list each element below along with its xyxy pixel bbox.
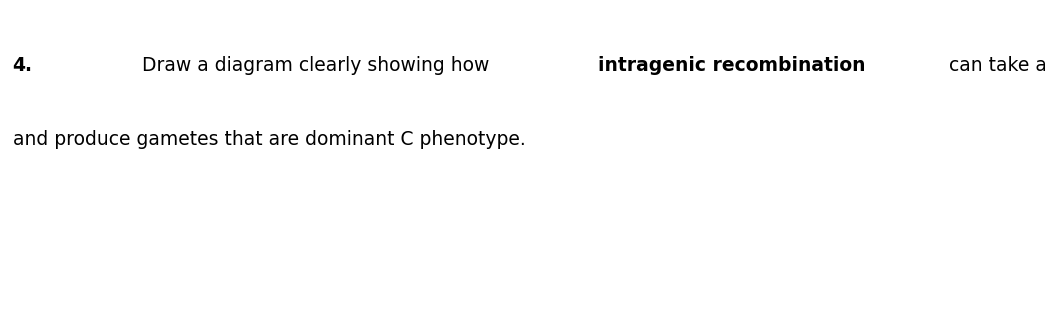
Text: can take an individual who is cc: can take an individual who is cc: [943, 56, 1045, 74]
Text: intragenic recombination: intragenic recombination: [598, 56, 865, 74]
Text: and produce gametes that are dominant C phenotype.: and produce gametes that are dominant C …: [13, 130, 526, 149]
Text: Draw a diagram clearly showing how: Draw a diagram clearly showing how: [141, 56, 495, 74]
Text: 4.: 4.: [13, 56, 32, 74]
